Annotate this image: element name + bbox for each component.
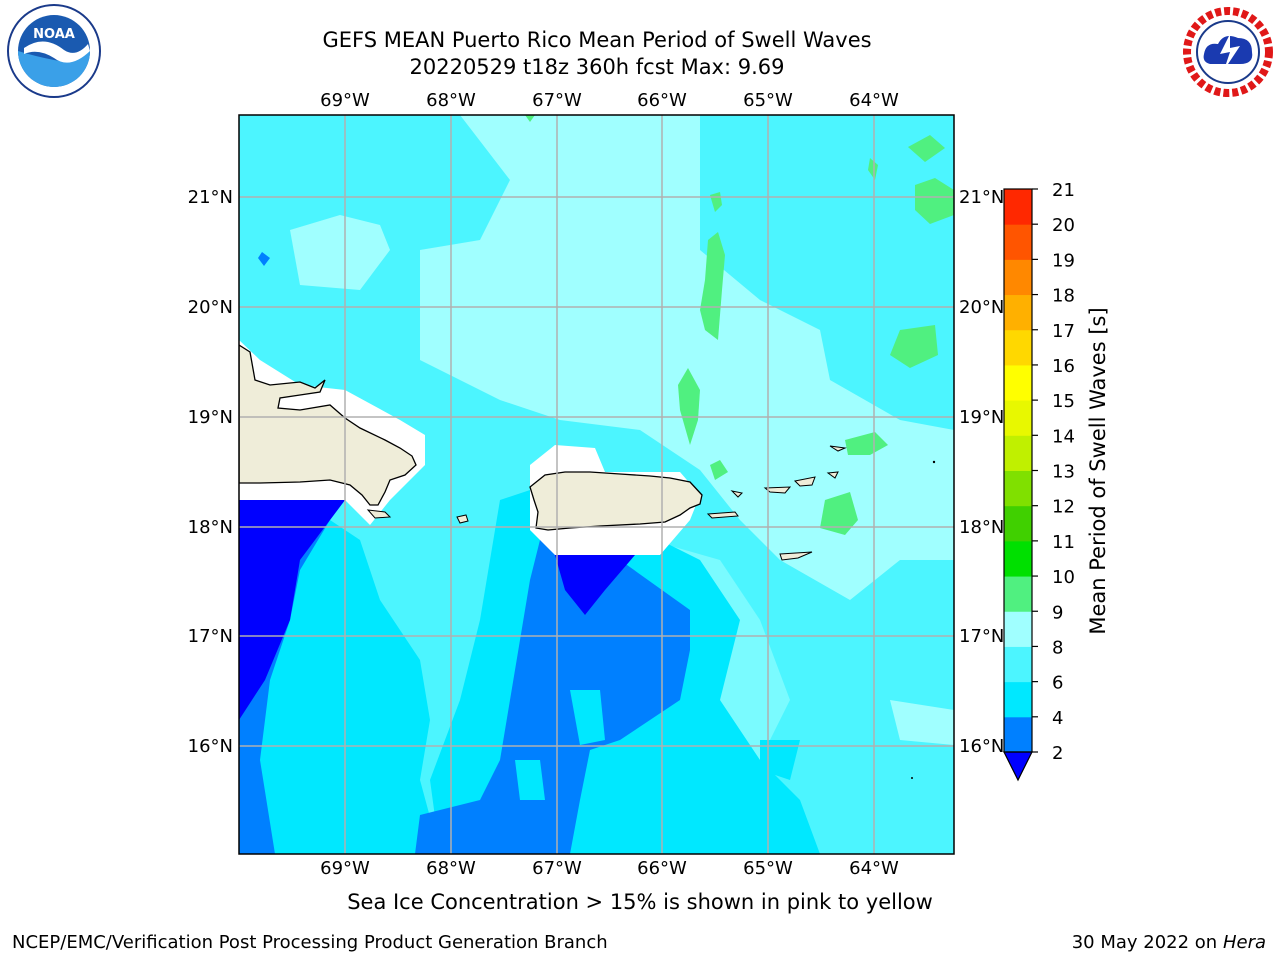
- colorbar-tick-label: 20: [1052, 215, 1075, 236]
- colorbar-tick-label: 12: [1052, 497, 1075, 518]
- footer-date-text: 30 May 2022 on: [1071, 932, 1218, 953]
- lon-label-bottom: 64°W: [849, 858, 899, 879]
- colorbar-segment: [1004, 259, 1032, 296]
- footer-machine: Hera: [1222, 932, 1266, 953]
- colorbar-segment: [1004, 189, 1032, 225]
- colorbar-segment: [1004, 329, 1032, 366]
- colorbar-tick-label: 8: [1052, 637, 1063, 658]
- graticule: [239, 115, 954, 854]
- lat-label-left: 18°N: [188, 517, 233, 538]
- lat-label-right: 21°N: [959, 187, 1004, 208]
- colorbar-tick-label: 14: [1052, 426, 1075, 447]
- noaa-logo-text: NOAA: [33, 27, 75, 42]
- colorbar-segment: [1004, 576, 1032, 612]
- lon-label-bottom: 68°W: [426, 858, 476, 879]
- colorbar-segment: [1004, 611, 1032, 647]
- map-title: GEFS MEAN Puerto Rico Mean Period of Swe…: [322, 28, 872, 52]
- colorbar-tick-label: 21: [1052, 180, 1075, 201]
- lat-label-right: 18°N: [959, 517, 1004, 538]
- colorbar-tick-label: 9: [1052, 602, 1063, 623]
- lat-label-right: 17°N: [959, 626, 1004, 647]
- lat-label-left: 19°N: [188, 407, 233, 428]
- lon-label-bottom: 67°W: [532, 858, 582, 879]
- lon-label-top: 66°W: [637, 90, 687, 111]
- lon-label-top: 65°W: [743, 90, 793, 111]
- lat-label-left: 17°N: [188, 626, 233, 647]
- colorbar-segment: [1004, 435, 1032, 471]
- footer-date: 30 May 2022 on Hera: [1072, 932, 1266, 953]
- lon-label-bottom: 69°W: [320, 858, 370, 879]
- lon-label-top: 64°W: [849, 90, 899, 111]
- colorbar-tick-label: 4: [1052, 708, 1063, 729]
- map-subtitle: 20220529 t18z 360h fcst Max: 9.69: [409, 55, 785, 79]
- colorbar-segment: [1004, 540, 1032, 577]
- colorbar-tick-label: 19: [1052, 250, 1075, 271]
- map-frame: [238, 114, 955, 855]
- lat-label-left: 16°N: [188, 736, 233, 757]
- colorbar-segment: [1004, 364, 1032, 401]
- lon-label-top: 67°W: [532, 90, 582, 111]
- contour-fill: [239, 115, 954, 854]
- colorbar-tick-label: 11: [1052, 532, 1075, 553]
- lon-label-top: 68°W: [426, 90, 476, 111]
- colorbar-tick-label: 17: [1052, 321, 1075, 342]
- colorbar-tick-label: 2: [1052, 743, 1063, 764]
- noaa-logo: NOAA: [7, 4, 101, 98]
- nws-logo: [1183, 7, 1273, 97]
- colorbar-tick-label: 16: [1052, 356, 1075, 377]
- colorbar-segment: [1004, 646, 1032, 683]
- lon-label-bottom: 66°W: [637, 858, 687, 879]
- colorbar-extend-triangle: [1003, 751, 1033, 782]
- colorbar-tick-label: 15: [1052, 391, 1075, 412]
- lon-label-top: 69°W: [320, 90, 370, 111]
- colorbar-segment: [1004, 681, 1032, 718]
- colorbar-tick-label: 6: [1052, 673, 1063, 694]
- colorbar-tick-label: 18: [1052, 286, 1075, 307]
- colorbar-label: Mean Period of Swell Waves [s]: [1086, 307, 1110, 634]
- lat-label-left: 20°N: [188, 297, 233, 318]
- sea-ice-note: Sea Ice Concentration > 15% is shown in …: [347, 890, 933, 914]
- colorbar-segment: [1004, 224, 1032, 260]
- footer-producer: NCEP/EMC/Verification Post Processing Pr…: [12, 932, 608, 953]
- lat-label-right: 20°N: [959, 297, 1004, 318]
- colorbar-segment: [1004, 400, 1032, 436]
- lat-label-left: 21°N: [188, 187, 233, 208]
- colorbar-segment: [1004, 294, 1032, 331]
- colorbar-segment: [1004, 505, 1032, 542]
- colorbar-tick-label: 10: [1052, 567, 1075, 588]
- colorbar-segment: [1004, 716, 1032, 753]
- colorbar-tick-label: 13: [1052, 462, 1075, 483]
- lat-label-right: 19°N: [959, 407, 1004, 428]
- colorbar-segment: [1004, 470, 1032, 507]
- colorbar: 2 4 6 8 9 10 11 12 13 14 15 16 17 18 19 20 21: [1003, 180, 1075, 782]
- lat-label-right: 16°N: [959, 736, 1004, 757]
- lon-label-bottom: 65°W: [743, 858, 793, 879]
